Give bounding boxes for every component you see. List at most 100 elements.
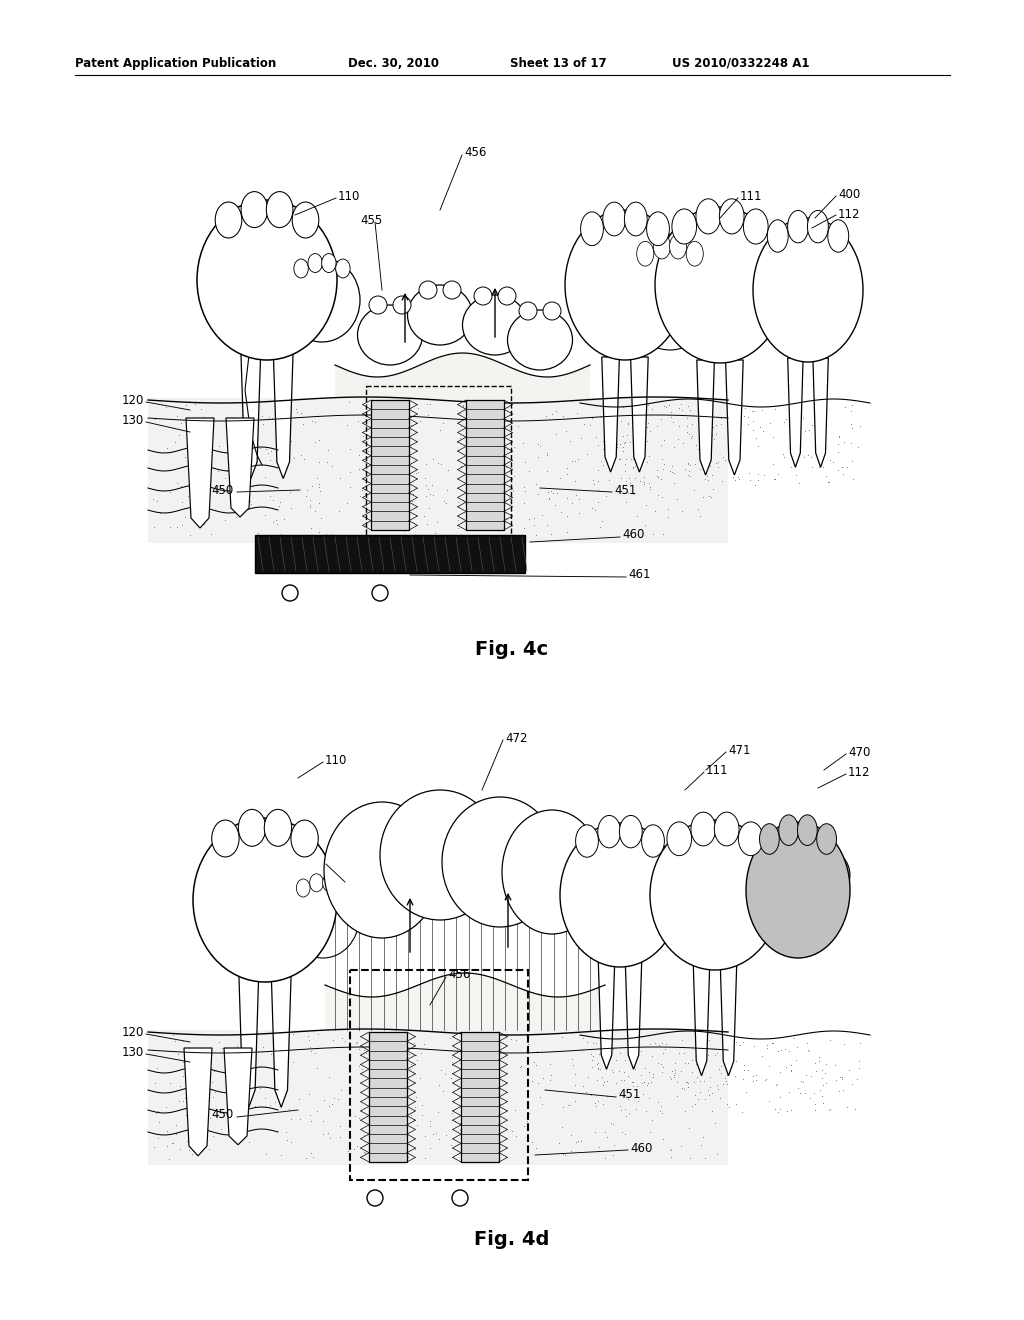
Ellipse shape [808, 210, 828, 243]
Text: 461: 461 [628, 569, 650, 582]
Text: 130: 130 [122, 413, 144, 426]
Ellipse shape [212, 820, 239, 857]
Text: 111: 111 [740, 190, 763, 202]
Polygon shape [787, 358, 803, 467]
Text: 112: 112 [848, 766, 870, 779]
Text: 110: 110 [338, 190, 360, 202]
Ellipse shape [719, 199, 744, 234]
Ellipse shape [620, 816, 642, 847]
Bar [148, 399, 728, 543]
Polygon shape [226, 418, 254, 517]
Ellipse shape [336, 879, 349, 898]
Ellipse shape [696, 199, 721, 234]
Text: 450: 450 [212, 483, 234, 496]
Text: US 2010/0332248 A1: US 2010/0332248 A1 [672, 57, 810, 70]
Ellipse shape [802, 850, 850, 900]
Polygon shape [271, 975, 291, 1107]
Ellipse shape [324, 803, 440, 939]
Ellipse shape [264, 809, 292, 846]
Ellipse shape [746, 822, 850, 958]
Ellipse shape [215, 202, 242, 238]
Polygon shape [626, 960, 642, 1069]
Ellipse shape [667, 822, 691, 855]
Text: 456: 456 [449, 969, 470, 982]
Ellipse shape [625, 202, 647, 236]
Ellipse shape [646, 213, 670, 246]
Ellipse shape [369, 296, 387, 314]
Text: 112: 112 [838, 207, 860, 220]
Ellipse shape [625, 240, 715, 350]
Polygon shape [598, 960, 614, 1069]
Ellipse shape [266, 191, 293, 227]
Ellipse shape [308, 253, 323, 272]
Text: 400: 400 [838, 189, 860, 202]
Ellipse shape [442, 797, 558, 927]
Ellipse shape [672, 209, 696, 244]
Ellipse shape [292, 202, 318, 238]
Ellipse shape [670, 234, 687, 259]
Bar [148, 1030, 728, 1166]
Ellipse shape [575, 825, 598, 857]
Ellipse shape [565, 210, 685, 360]
Text: 451: 451 [618, 1089, 640, 1101]
Polygon shape [241, 352, 261, 479]
Ellipse shape [743, 209, 768, 244]
Polygon shape [186, 418, 214, 528]
Ellipse shape [309, 874, 324, 892]
Ellipse shape [827, 220, 849, 252]
Text: 130: 130 [122, 1045, 144, 1059]
Ellipse shape [653, 234, 671, 259]
Ellipse shape [637, 242, 653, 267]
Polygon shape [184, 1048, 212, 1156]
Text: Dec. 30, 2010: Dec. 30, 2010 [348, 57, 439, 70]
Text: 460: 460 [630, 1142, 652, 1155]
Ellipse shape [787, 210, 809, 243]
Ellipse shape [767, 220, 788, 252]
Text: 451: 451 [614, 483, 636, 496]
Text: Patent Application Publication: Patent Application Publication [75, 57, 276, 70]
Text: Sheet 13 of 17: Sheet 13 of 17 [510, 57, 606, 70]
Ellipse shape [408, 285, 472, 345]
Ellipse shape [357, 305, 423, 366]
Polygon shape [720, 964, 736, 1076]
Ellipse shape [419, 281, 437, 300]
Ellipse shape [239, 809, 265, 846]
Ellipse shape [603, 202, 626, 236]
Ellipse shape [197, 201, 337, 360]
Text: 455: 455 [308, 855, 331, 869]
Ellipse shape [284, 257, 360, 342]
Ellipse shape [642, 825, 665, 857]
Ellipse shape [502, 810, 602, 935]
Ellipse shape [560, 822, 680, 968]
Bar [255, 535, 525, 573]
Ellipse shape [323, 874, 336, 892]
Ellipse shape [817, 824, 837, 854]
Ellipse shape [738, 822, 763, 855]
Ellipse shape [443, 281, 461, 300]
Polygon shape [224, 1048, 252, 1144]
Ellipse shape [691, 812, 716, 846]
Text: 471: 471 [728, 743, 751, 756]
Bar [350, 970, 528, 1180]
Ellipse shape [650, 820, 780, 970]
Text: 456: 456 [464, 147, 486, 160]
Ellipse shape [798, 814, 817, 845]
Bar [461, 1032, 499, 1162]
Ellipse shape [686, 242, 703, 267]
Polygon shape [813, 358, 828, 467]
Text: Fig. 4d: Fig. 4d [474, 1230, 550, 1249]
Ellipse shape [715, 812, 739, 846]
Ellipse shape [753, 218, 863, 362]
Ellipse shape [296, 879, 310, 898]
Ellipse shape [287, 878, 359, 958]
Text: Fig. 4c: Fig. 4c [475, 640, 549, 659]
Polygon shape [696, 360, 715, 475]
Text: 472: 472 [505, 731, 527, 744]
Ellipse shape [581, 213, 603, 246]
Bar [466, 400, 504, 531]
Text: 110: 110 [325, 754, 347, 767]
Ellipse shape [519, 302, 537, 319]
Ellipse shape [463, 294, 527, 355]
Ellipse shape [367, 1191, 383, 1206]
Ellipse shape [598, 816, 621, 847]
